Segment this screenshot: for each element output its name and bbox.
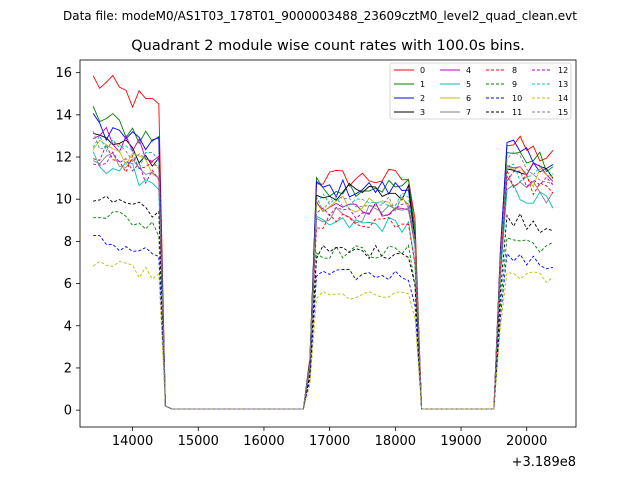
x-tick-label: 20000	[506, 434, 547, 449]
y-tick-label: 6	[64, 277, 72, 292]
series-line-12	[93, 151, 554, 410]
x-tick-label: 18000	[375, 434, 416, 449]
x-tick-label: 14000	[112, 434, 153, 449]
x-tick-label: 19000	[440, 434, 481, 449]
axis-layer: 14000 15000 16000 17000 18000 19000 20000 0 2 4 6 8…	[55, 59, 577, 449]
series-line-0	[92, 74, 554, 410]
plot-frame	[79, 59, 577, 428]
legend-label-2: 2	[420, 94, 425, 103]
series-line-7	[92, 152, 554, 410]
x-tick-label: 17000	[309, 434, 350, 449]
legend-label-15: 15	[558, 108, 568, 117]
legend-label-14: 14	[558, 94, 568, 103]
series-line-13	[92, 134, 554, 410]
legend-label-8: 8	[512, 66, 517, 75]
legend-box	[389, 62, 572, 120]
chart-title: Quadrant 2 module wise count rates with …	[131, 38, 525, 54]
legend-label-9: 9	[512, 80, 517, 89]
legend-label-11: 11	[512, 108, 522, 117]
y-tick-label: 2	[64, 361, 72, 376]
legend-label-5: 5	[466, 80, 471, 89]
y-tick-label: 0	[64, 404, 72, 419]
y-tick-label: 8	[64, 235, 72, 250]
legend-label-7: 7	[466, 108, 471, 117]
y-tick-label: 4	[64, 319, 72, 334]
legend-label-3: 3	[420, 108, 425, 117]
x-tick-label: 15000	[178, 434, 219, 449]
legend-label-12: 12	[558, 66, 568, 75]
chart-suptitle: Data file: modeM0/AS1T03_178T01_90000034…	[63, 9, 577, 23]
y-tick-label: 16	[55, 66, 72, 81]
x-tick-label: 16000	[243, 434, 284, 449]
x-offset-label: +3.189e8	[512, 455, 576, 470]
legend-label-0: 0	[420, 66, 425, 75]
series-layer	[92, 74, 554, 410]
legend-label-4: 4	[466, 66, 471, 75]
legend-label-1: 1	[420, 80, 425, 89]
y-tick-label: 12	[55, 151, 72, 166]
y-tick-label: 14	[55, 108, 72, 123]
legend-label-6: 6	[466, 94, 471, 103]
legend-label-13: 13	[558, 80, 568, 89]
legend-label-10: 10	[512, 94, 522, 103]
series-line-2	[92, 113, 554, 410]
y-tick-label: 10	[55, 193, 72, 208]
series-line-15	[92, 130, 554, 410]
